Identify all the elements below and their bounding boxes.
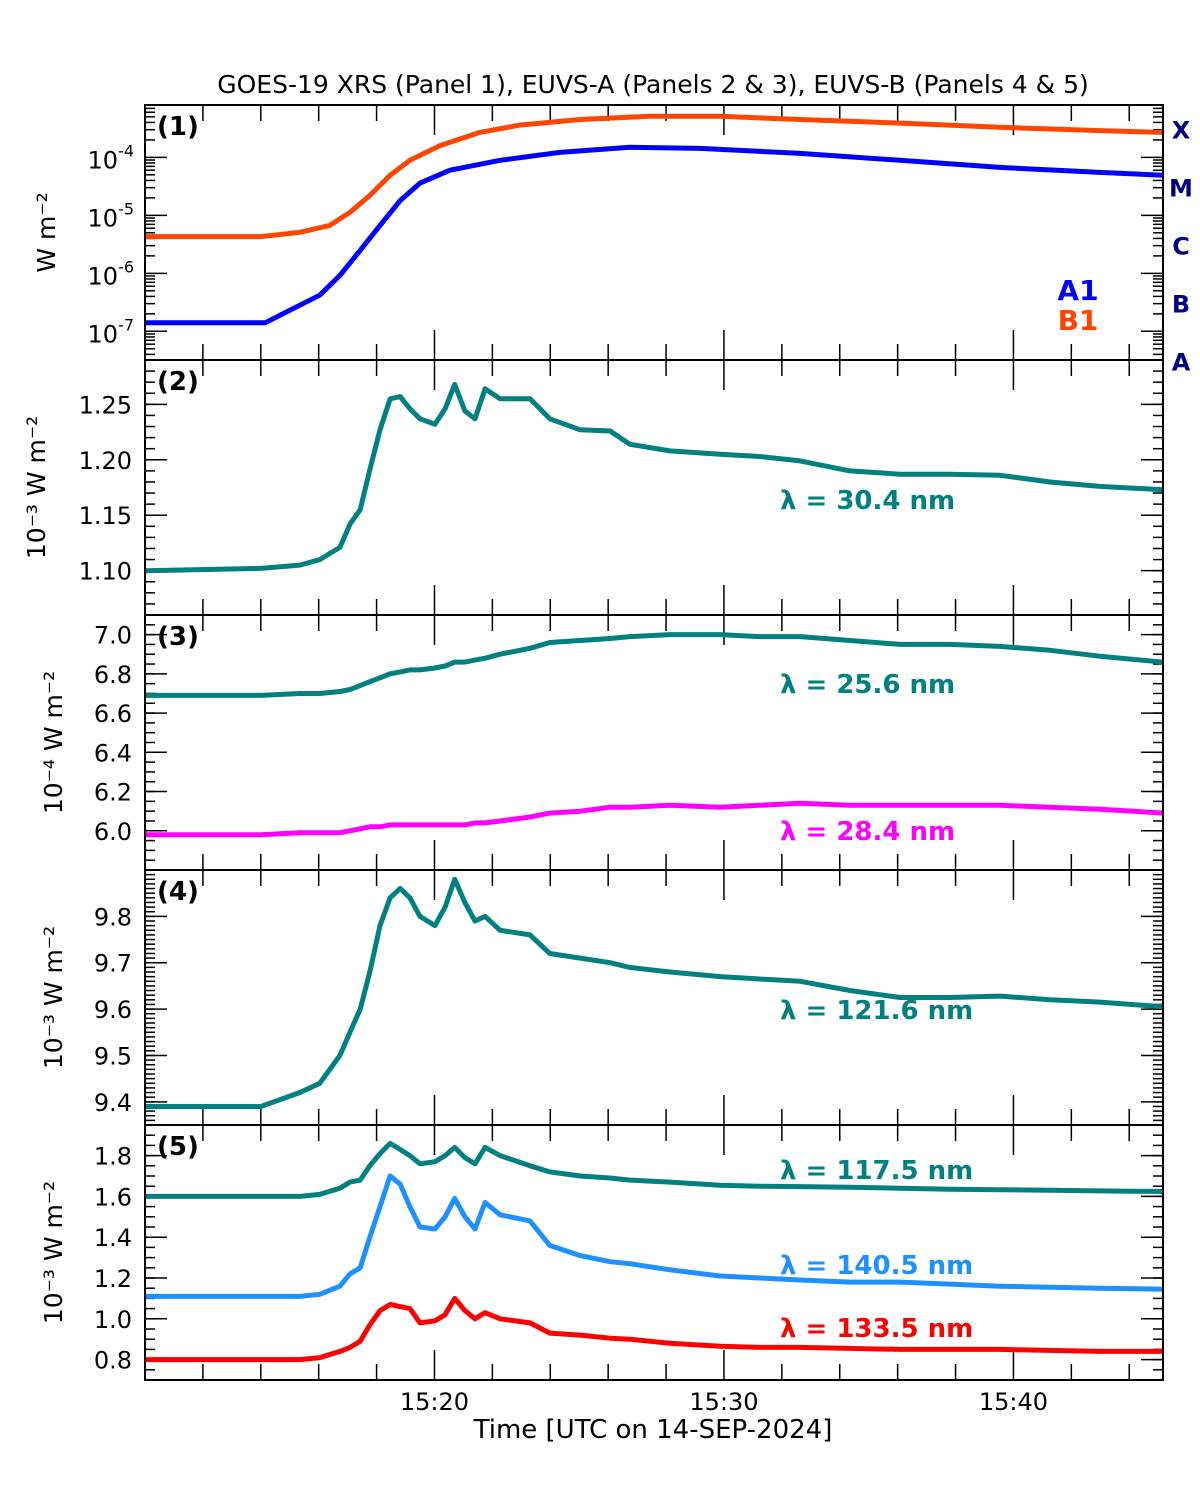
y-tick-label: 1.20 [79,447,132,475]
x-tick-label: 15:40 [979,1388,1048,1416]
y-tick-label: 9.8 [94,903,132,931]
chart-title: GOES-19 XRS (Panel 1), EUVS-A (Panels 2 … [217,70,1089,99]
series-line--140.5-nm [145,1173,1163,1299]
series-annotation: λ = 30.4 nm [780,486,955,516]
y-tick-label: 1.10 [79,558,132,586]
y-tick-label: 1.8 [94,1143,132,1171]
y-tick-label: 9.6 [94,996,132,1024]
y-tick-label: 1.4 [94,1224,132,1252]
panel-3: 6.0 6.2 6.4 6.6 6.8 7.0 10⁻⁴ W m⁻² λ = 25.6 nm λ… [39,614,1164,871]
x-axis-label: Time [UTC on 14-SEP-2024] [473,1415,833,1445]
y-tick-label: 1.6 [94,1183,132,1211]
y-tick-label-exponent: -6 [118,257,134,276]
y-tick-label-base: 10 [88,146,119,174]
x-tick-label: 15:20 [400,1388,469,1416]
series-line--121.6-nm [145,876,1163,1109]
series-line--133.5-nm [145,1295,1163,1363]
series-annotation: λ = 25.6 nm [780,670,955,700]
y-axis-label: 10⁻³ W m⁻² [22,416,51,559]
y-tick-label: 9.5 [94,1042,132,1070]
y-tick-label-base: 10 [88,262,119,290]
y-tick-label: 6.0 [94,818,132,846]
flare-class-label: B [1172,290,1190,318]
y-tick-label: 0.8 [94,1347,132,1375]
y-tick-label: 7.0 [94,622,132,650]
y-tick-label: 6.8 [94,661,132,689]
y-axis-label: 10⁻⁴ W m⁻² [39,671,68,814]
y-tick-label: 9.7 [94,950,132,978]
y-tick-label: 1.25 [79,391,132,419]
legend-entry: B1 [1058,304,1099,337]
series-line--25.6-nm [145,632,1163,698]
y-tick-label: 1.15 [79,502,132,530]
panel-frame [144,1124,1164,1381]
panel-5: 0.8 1.0 1.2 1.4 1.6 1.8 10⁻³ W m⁻² λ = 117.5 nm… [39,1124,1164,1381]
y-tick-label-exponent: -4 [118,141,134,160]
y-tick-label-exponent: -7 [118,315,134,334]
series-line--117.5-nm [145,1140,1163,1199]
y-tick-label: 10-4 [88,141,135,174]
legend-entry: A1 [1057,274,1098,307]
series-line-B1 [145,113,1163,240]
y-tick-label: 6.2 [94,779,132,807]
series-annotation: λ = 28.4 nm [780,817,955,847]
series-annotation: λ = 133.5 nm [780,1314,973,1344]
flare-class-label: X [1172,116,1191,144]
series-line-A1 [145,144,1163,326]
panel-label: (4) [157,877,199,907]
series-annotation: λ = 140.5 nm [780,1251,973,1281]
y-tick-label: 6.6 [94,700,132,728]
panel-label: (5) [157,1132,199,1162]
panel-label: (1) [157,112,199,142]
y-tick-label: 10-6 [88,257,135,290]
y-axis-label: 10⁻³ W m⁻² [39,926,68,1069]
y-tick-label: 1.0 [94,1306,132,1334]
y-tick-label: 6.4 [94,739,132,767]
y-tick-label: 1.2 [94,1265,132,1293]
series-annotation: λ = 117.5 nm [780,1156,973,1186]
y-tick-label-exponent: -5 [118,199,134,218]
x-tick-label: 15:30 [689,1388,758,1416]
panel-label: (2) [157,367,199,397]
y-tick-label: 9.4 [94,1089,132,1117]
panel-label: (3) [157,622,199,652]
series-line--28.4-nm [145,800,1163,838]
flare-class-label: M [1169,174,1193,202]
series-line--30.4-nm [145,381,1163,574]
y-tick-label-base: 10 [88,204,119,232]
y-tick-label: 10-7 [88,315,135,348]
y-axis-label: W m⁻² [32,192,61,272]
y-axis-label: 10⁻³ W m⁻² [39,1181,68,1324]
flare-class-label: A [1172,348,1191,376]
y-tick-label-base: 10 [88,320,119,348]
series-annotation: λ = 121.6 nm [780,996,973,1026]
y-tick-label: 10-5 [88,199,135,232]
flare-class-label: C [1172,232,1190,260]
